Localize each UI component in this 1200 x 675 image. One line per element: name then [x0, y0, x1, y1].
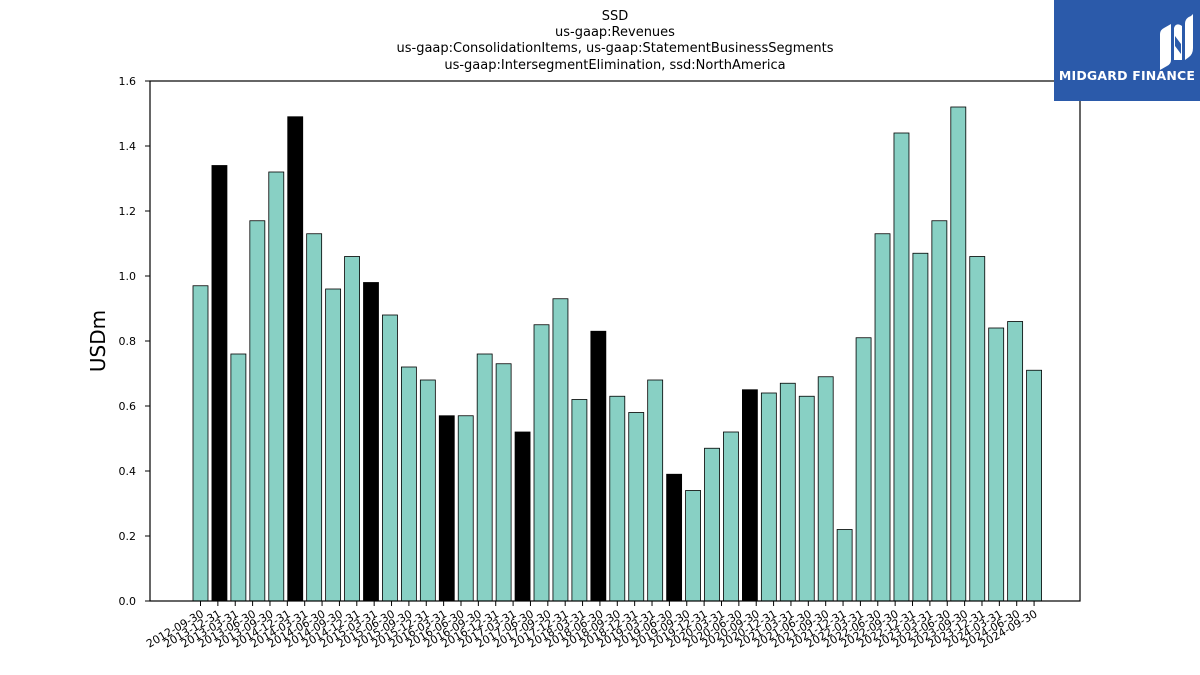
bar-2021-06-30 — [855, 337, 872, 602]
bar-2016-06-30 — [476, 353, 493, 602]
y-axis-ticks: 0.0 0.2 0.4 0.6 0.8 1.0 1.2 1.4 1.6 — [119, 75, 150, 608]
brand-logo: MIDGARD FINANCE — [1054, 0, 1200, 101]
bar-2019-09-30 — [723, 431, 739, 602]
bar-2022-09-30 — [950, 106, 967, 602]
bar-2015-06-30 — [400, 366, 417, 602]
bar-2017-06-30 — [552, 298, 569, 602]
bar-2013-12-31 — [287, 116, 304, 602]
y-tick-label: 0.4 — [119, 465, 137, 478]
chart-title-line-3: us-gaap:ConsolidationItems, us-gaap:Stat… — [396, 41, 833, 56]
bar-2012-12-31 — [211, 165, 228, 602]
bar-2013-09-30 — [268, 171, 285, 602]
y-tick-label: 0.2 — [119, 530, 137, 543]
bar-2021-03-31 — [836, 529, 853, 602]
bar-2020-03-31 — [760, 392, 777, 602]
bar-2022-12-31 — [969, 256, 986, 602]
bar-2020-09-30 — [798, 395, 815, 602]
bar-2014-03-31 — [306, 233, 323, 602]
bar-2015-03-31 — [382, 314, 398, 602]
bar-2017-09-30 — [571, 399, 588, 602]
bar-2019-12-31 — [742, 389, 758, 602]
bar-2017-03-31 — [533, 324, 550, 602]
bar-2014-09-30 — [344, 256, 360, 602]
bar-2015-09-30 — [419, 379, 436, 602]
bar-2020-12-31 — [817, 376, 834, 602]
bar-2022-03-31 — [912, 252, 929, 602]
y-tick-label: 0.6 — [119, 400, 137, 413]
bar-2015-12-31 — [438, 415, 455, 602]
bar-2022-06-30 — [931, 220, 948, 602]
bar-2018-12-31 — [666, 473, 683, 602]
chart-title: SSD us-gaap:Revenues us-gaap:Consolidati… — [396, 9, 833, 73]
bar-2021-12-31 — [893, 132, 910, 602]
x-axis-ticks: 2012-09-302013-12-312013-03-312013-06-30… — [144, 601, 1040, 651]
y-tick-label: 1.4 — [119, 140, 137, 153]
y-tick-label: 0.0 — [119, 595, 137, 608]
bar-2018-06-30 — [628, 412, 645, 602]
bar-2013-03-31 — [230, 353, 247, 602]
bar-2016-09-30 — [495, 363, 512, 602]
bar-2019-06-30 — [704, 447, 720, 602]
bar-2018-09-30 — [647, 379, 664, 602]
y-tick-label: 1.6 — [119, 75, 137, 88]
brand-name: MIDGARD FINANCE — [1058, 68, 1196, 83]
bar-2018-03-31 — [609, 395, 626, 602]
y-tick-label: 1.0 — [119, 270, 137, 283]
bar-2014-06-30 — [325, 288, 342, 602]
bar-2023-06-30 — [1007, 321, 1024, 602]
bar-2021-09-30 — [874, 233, 891, 602]
bar-2016-03-31 — [457, 415, 474, 602]
y-tick-label: 0.8 — [119, 335, 137, 348]
chart-title-line-2: us-gaap:Revenues — [555, 25, 675, 40]
bar-2020-06-30 — [779, 382, 796, 602]
bar-2013-06-30 — [249, 220, 266, 602]
bar-2019-03-31 — [685, 490, 701, 602]
chart-title-line-1: SSD — [602, 9, 629, 24]
bar-series — [192, 106, 1042, 602]
bar-2012-09-30 — [192, 285, 209, 602]
bar-2017-12-31 — [590, 330, 607, 602]
y-axis-label: USDm — [86, 310, 110, 372]
y-tick-label: 1.2 — [119, 205, 137, 218]
midgard-monogram-icon — [1160, 14, 1193, 70]
bar-2023-09-30 — [1026, 369, 1042, 602]
bar-2016-12-31 — [514, 431, 531, 602]
bar-2023-03-31 — [988, 327, 1005, 602]
bar-2014-12-31 — [363, 282, 379, 602]
chart-title-line-4: us-gaap:IntersegmentElimination, ssd:Nor… — [444, 58, 785, 73]
plot-frame — [149, 80, 1081, 602]
